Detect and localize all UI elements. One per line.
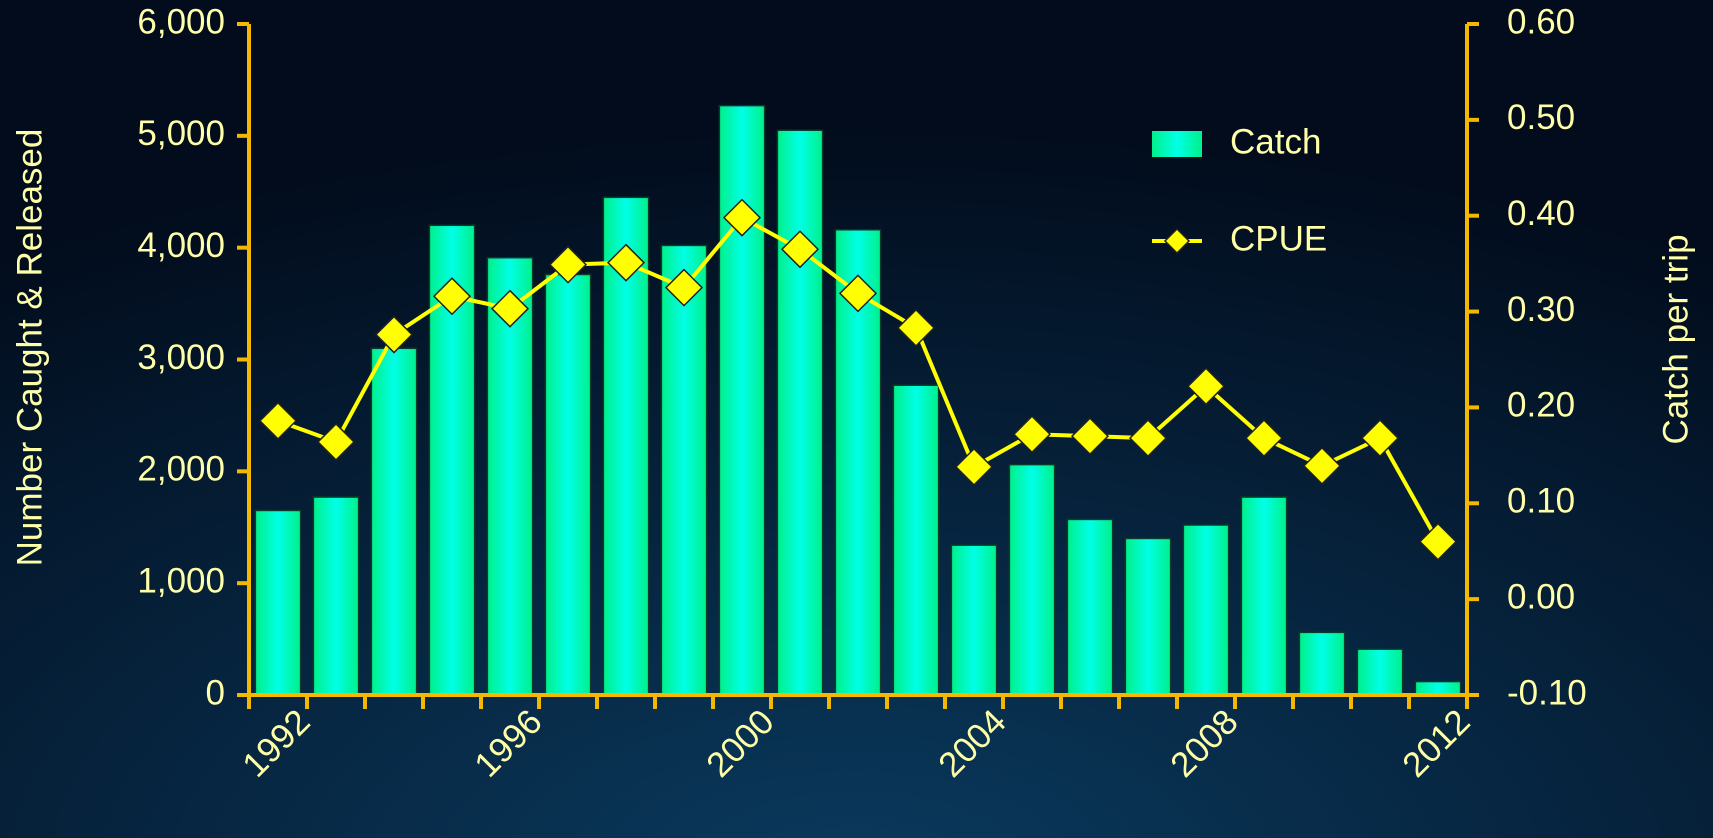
y-axis-label: Number Caught & Released [10,129,49,567]
y-tick-label: 4,000 [137,226,225,265]
legend-label: CPUE [1230,219,1327,258]
y-tick-label: 3,000 [137,338,225,377]
cpue-marker [1128,419,1168,458]
bar [1298,631,1346,696]
bar [1240,496,1288,696]
y2-tick-label: 0.30 [1507,290,1575,329]
legend-marker [1163,227,1191,255]
cpue-marker [548,245,588,284]
y-tick-label: 5,000 [137,114,225,153]
legend-label: Catch [1230,122,1321,161]
y2-axis-label: Catch per trip [1656,234,1695,444]
cpue-marker [1012,415,1052,454]
bar [1124,537,1172,696]
bar [312,496,360,696]
y2-tick-label: -0.10 [1507,673,1587,712]
cpue-marker [1186,367,1226,406]
cpue-marker [780,230,820,269]
y2-tick-label: 0.60 [1507,2,1575,41]
bar [1356,648,1404,696]
y2-tick-label: 0.40 [1507,194,1575,233]
y2-tick-label: 0.50 [1507,98,1575,137]
cpue-marker [606,243,646,282]
y2-tick-label: 0.00 [1507,577,1575,616]
bar [1414,680,1462,696]
bar [254,509,302,696]
bar [776,129,824,696]
y2-tick-label: 0.10 [1507,482,1575,521]
cpue-marker [1244,419,1284,458]
legend-swatch [1152,131,1202,157]
y2-tick-label: 0.20 [1507,386,1575,425]
bar [1066,518,1114,696]
y-tick-label: 0 [206,673,225,712]
bar [718,104,766,696]
bar [892,384,940,696]
bar [660,244,708,696]
cpue-marker [490,289,530,328]
cpue-marker [432,277,472,316]
bar [370,347,418,696]
cpue-marker [316,422,356,461]
cpue-marker [1418,522,1458,561]
bar [1008,463,1056,696]
bar [1182,524,1230,696]
cpue-marker [722,198,762,237]
y-tick-label: 6,000 [137,2,225,41]
bar [950,544,998,696]
cpue-marker [896,308,936,347]
bar [486,256,534,696]
cpue-marker [1070,417,1110,456]
cpue-marker [374,315,414,354]
cpue-marker [1302,446,1342,485]
cpue-marker [1360,419,1400,458]
cpue-marker [664,268,704,307]
y-tick-label: 1,000 [137,561,225,600]
y-tick-label: 2,000 [137,450,225,489]
cpue-marker [258,401,298,440]
cpue-marker [838,274,878,313]
cpue-marker [954,447,994,486]
bar [544,273,592,696]
